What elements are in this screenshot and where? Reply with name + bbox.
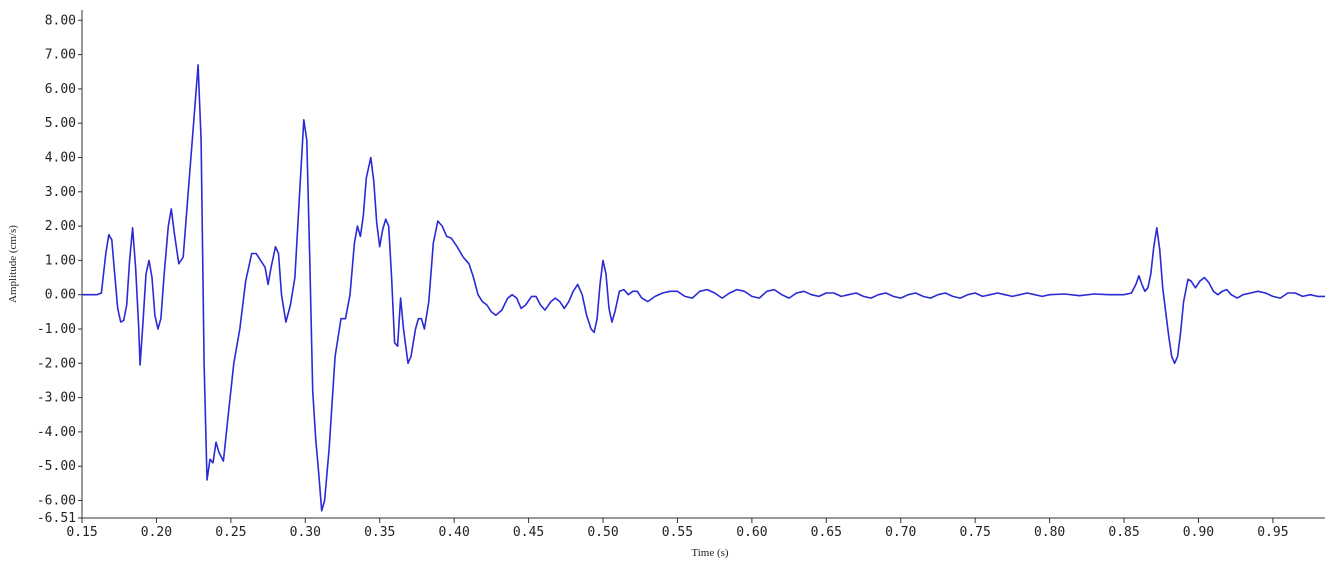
y-tick-label: -6.00 [37, 494, 76, 509]
y-tick-label: 1.00 [45, 253, 76, 268]
waveform-series-line [82, 64, 1325, 512]
x-tick-label: 0.70 [885, 525, 916, 540]
x-tick-label: 0.65 [811, 525, 842, 540]
y-tick-label: -2.00 [37, 356, 76, 371]
y-ticks-group: 8.00 7.00 6.00 5.00 4.00 3.00 2.00 1.00 0.00 -1.0… [37, 13, 82, 526]
series-group [82, 64, 1325, 512]
x-tick-label: 0.60 [736, 525, 767, 540]
x-tick-label: 0.90 [1183, 525, 1214, 540]
x-tick-label: 0.95 [1257, 525, 1288, 540]
x-tick-label: 0.40 [438, 525, 469, 540]
x-axis-title: Time (s) [691, 547, 729, 559]
x-tick-label: 0.75 [960, 525, 991, 540]
x-tick-label: 0.50 [587, 525, 618, 540]
y-tick-label: 5.00 [45, 116, 76, 131]
x-tick-label: 0.15 [66, 525, 97, 540]
x-ticks-group: 0.15 0.20 0.25 0.30 0.35 0.40 0.45 0.50 0.55 0.60… [66, 518, 1289, 540]
y-tick-label: 0.00 [45, 288, 76, 303]
y-tick-label: 6.00 [45, 82, 76, 97]
x-tick-label: 0.30 [290, 525, 321, 540]
axes-group [81, 10, 1325, 519]
y-tick-label: -4.00 [37, 425, 76, 440]
y-tick-label: -3.00 [37, 391, 76, 406]
x-tick-label: 0.55 [662, 525, 693, 540]
x-tick-label: 0.20 [141, 525, 172, 540]
x-tick-label: 0.35 [364, 525, 395, 540]
y-tick-label: -1.00 [37, 322, 76, 337]
x-tick-label: 0.45 [513, 525, 544, 540]
x-tick-label: 0.80 [1034, 525, 1065, 540]
x-tick-label: 0.85 [1108, 525, 1139, 540]
y-tick-label: 2.00 [45, 219, 76, 234]
y-tick-label: -5.00 [37, 459, 76, 474]
y-tick-label: 7.00 [45, 48, 76, 63]
x-tick-label: 0.25 [215, 525, 246, 540]
y-tick-label: 3.00 [45, 185, 76, 200]
y-axis-title: Amplitude (cm/s) [7, 225, 19, 303]
y-tick-label: 4.00 [45, 150, 76, 165]
y-tick-label: 8.00 [45, 13, 76, 28]
y-tick-label: -6.51 [37, 511, 76, 526]
